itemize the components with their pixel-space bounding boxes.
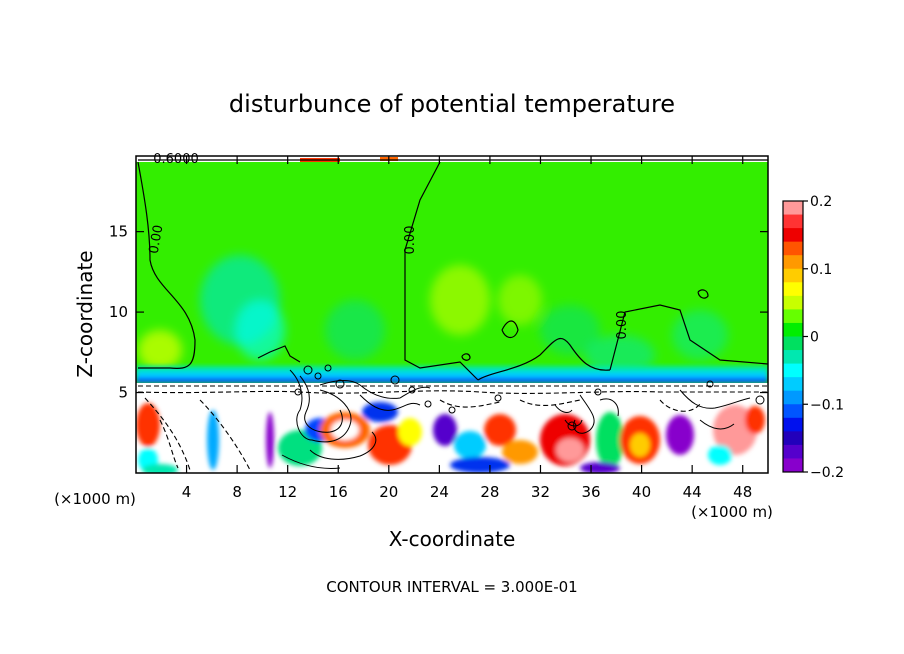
x-axis-unit-left: (×1000 m) bbox=[54, 490, 136, 508]
colorbar-swatch bbox=[783, 417, 803, 432]
x-tick-label: 36 bbox=[581, 483, 600, 501]
x-tick-label: 16 bbox=[329, 483, 348, 501]
x-tick-label: 32 bbox=[531, 483, 550, 501]
x-axis: 4 8 12 16 20 24 28 32 36 40 44 48 bbox=[182, 156, 752, 501]
colorbar-swatch bbox=[783, 201, 803, 216]
x-tick-label: 24 bbox=[430, 483, 449, 501]
colorbar-swatch bbox=[783, 309, 803, 324]
colorbar: 0.2 0.1 0 −0.1 −0.2 bbox=[782, 194, 844, 481]
heatmap-field bbox=[136, 156, 768, 473]
colorbar-swatch bbox=[783, 350, 803, 365]
y-axis-title: Z-coordinate bbox=[73, 250, 97, 377]
y-tick-label: 15 bbox=[109, 223, 128, 241]
colorbar-swatch bbox=[783, 431, 803, 446]
colorbar-swatch bbox=[783, 390, 803, 405]
colorbar-swatch bbox=[783, 377, 803, 392]
colorbar-swatch bbox=[783, 322, 803, 337]
colorbar-swatch bbox=[783, 214, 803, 229]
x-axis-title: X-coordinate bbox=[389, 527, 516, 551]
colorbar-swatch bbox=[783, 295, 803, 310]
x-tick-label: 28 bbox=[480, 483, 499, 501]
contour-interval-note: CONTOUR INTERVAL = 3.000E-01 bbox=[326, 578, 577, 596]
colorbar-swatch bbox=[783, 404, 803, 419]
colorbar-tick-label: 0.1 bbox=[810, 262, 832, 278]
contour-label: 0.00 bbox=[147, 224, 167, 255]
colorbar-tick-label: 0 bbox=[810, 330, 819, 346]
colorbar-tick-label: −0.2 bbox=[810, 465, 844, 481]
colorbar-swatch bbox=[783, 268, 803, 283]
contour-label: 0.6000 bbox=[153, 152, 199, 167]
x-tick-label: 4 bbox=[182, 483, 192, 501]
colorbar-swatch bbox=[783, 255, 803, 270]
x-tick-label: 20 bbox=[379, 483, 398, 501]
y-tick-label: 5 bbox=[118, 384, 128, 402]
x-tick-label: 44 bbox=[683, 483, 702, 501]
y-axis: 5 10 15 bbox=[109, 223, 768, 402]
plot-frame bbox=[135, 155, 769, 474]
x-tick-label: 12 bbox=[278, 483, 297, 501]
x-axis-unit-right: (×1000 m) bbox=[691, 503, 773, 521]
colorbar-swatch bbox=[783, 228, 803, 243]
colorbar-swatch bbox=[783, 363, 803, 378]
colorbar-swatch bbox=[783, 444, 803, 459]
x-tick-label: 8 bbox=[232, 483, 242, 501]
x-tick-label: 40 bbox=[632, 483, 651, 501]
contour-label: 0.00 bbox=[403, 226, 418, 255]
contour-label: 0.00 bbox=[615, 311, 630, 340]
colorbar-swatch bbox=[783, 282, 803, 297]
colorbar-swatch bbox=[783, 241, 803, 256]
chart-title: disturbunce of potential temperature bbox=[229, 90, 675, 118]
colorbar-tick-label: −0.1 bbox=[810, 397, 844, 413]
colorbar-tick-label: 0.2 bbox=[810, 194, 832, 210]
colorbar-swatch bbox=[783, 458, 803, 473]
y-tick-label: 10 bbox=[109, 303, 128, 321]
x-tick-label: 48 bbox=[733, 483, 752, 501]
colorbar-swatch bbox=[783, 336, 803, 351]
